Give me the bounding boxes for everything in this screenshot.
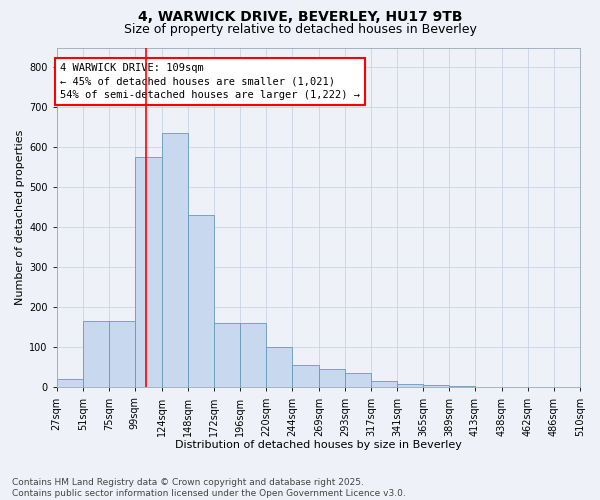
Text: 4, WARWICK DRIVE, BEVERLEY, HU17 9TB: 4, WARWICK DRIVE, BEVERLEY, HU17 9TB [138,10,462,24]
Text: Contains HM Land Registry data © Crown copyright and database right 2025.
Contai: Contains HM Land Registry data © Crown c… [12,478,406,498]
Bar [449,386,475,388]
Bar [319,370,345,388]
Bar [371,382,397,388]
Bar [292,366,319,388]
Text: Size of property relative to detached houses in Beverley: Size of property relative to detached ho… [124,22,476,36]
Bar [345,374,371,388]
Bar [162,134,188,388]
Bar [266,348,292,388]
Bar [188,216,214,388]
Y-axis label: Number of detached properties: Number of detached properties [15,130,25,305]
Bar [135,158,162,388]
Bar [423,386,449,388]
Text: 4 WARWICK DRIVE: 109sqm
← 45% of detached houses are smaller (1,021)
54% of semi: 4 WARWICK DRIVE: 109sqm ← 45% of detache… [60,64,360,100]
X-axis label: Distribution of detached houses by size in Beverley: Distribution of detached houses by size … [175,440,462,450]
Bar [109,322,135,388]
Bar [56,380,83,388]
Bar [214,324,240,388]
Bar [240,324,266,388]
Bar [83,322,109,388]
Bar [397,384,423,388]
Bar [475,386,502,388]
